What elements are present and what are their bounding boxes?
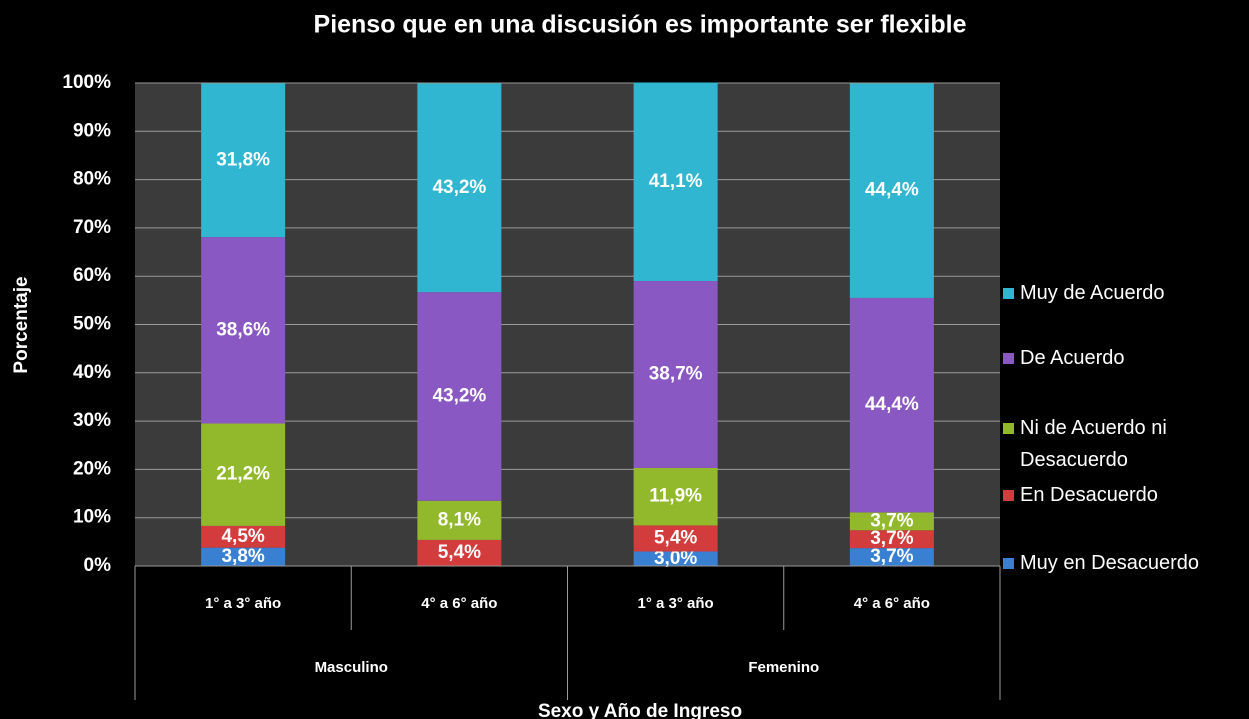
data-label: 5,4% [438,542,481,563]
data-label: 3,8% [221,546,264,567]
data-label: 44,4% [865,180,919,201]
bar-segment [633,551,718,566]
y-tick-label: 50% [73,314,111,335]
group-label: Femenino [748,659,819,676]
data-label: 43,2% [432,385,486,406]
legend-label: En Desacuerdo [1020,484,1158,506]
data-label: 11,9% [649,486,702,507]
x-tick-label: 1° a 3° año [205,595,281,612]
bar-segment [417,500,502,540]
bar-segment [849,297,934,513]
y-axis-title: Porcentaje [11,276,32,373]
x-tick-label: 1° a 3° año [638,595,714,612]
y-tick-label: 100% [62,72,111,93]
bar-segment [849,530,934,549]
y-tick-label: 20% [73,458,111,479]
bar-segment [201,237,286,424]
legend-label: De Acuerdo [1020,347,1125,369]
data-label: 21,2% [216,464,270,485]
bar-segment [201,83,286,238]
data-label: 31,8% [216,149,270,170]
legend-item: En Desacuerdo [1003,479,1243,511]
x-tick-label: 4° a 6° año [854,595,930,612]
data-label: 43,2% [432,177,486,198]
data-label: 3,7% [870,528,913,549]
bar-segment [201,423,286,526]
bar-segment [633,525,718,552]
legend-swatch [1003,558,1014,569]
legend-swatch [1003,423,1014,434]
x-axis-title: Sexo y Año de Ingreso [538,701,742,719]
y-tick-label: 40% [73,362,111,383]
data-label: 8,1% [438,509,481,530]
data-label: 3,0% [654,548,697,569]
bar-segment [201,525,286,548]
y-tick-label: 80% [73,169,111,190]
y-tick-label: 70% [73,217,111,238]
x-tick-label: 4° a 6° año [421,595,497,612]
y-tick-label: 90% [73,120,111,141]
bar-segment [849,83,934,298]
legend-item: De Acuerdo [1003,342,1243,374]
bar-segment [417,83,502,293]
data-label: 3,7% [870,510,913,531]
chart-title: Pienso que en una discusión es important… [314,11,967,39]
y-tick-label: 60% [73,265,111,286]
data-label: 4,5% [221,526,264,547]
legend-swatch [1003,490,1014,501]
data-label: 44,4% [865,394,919,415]
data-label: 3,7% [870,546,913,567]
legend-label: Muy de Acuerdo [1020,282,1165,304]
bar-segment [633,82,718,282]
bar-segment [849,512,934,531]
legend-label: Ni de Acuerdo ni Desacuerdo [1020,417,1167,471]
bar-segment [633,467,718,526]
legend-label: Muy en Desacuerdo [1020,552,1199,574]
legend-swatch [1003,288,1014,299]
bar-segment [417,292,502,501]
y-tick-label: 0% [84,555,112,576]
bar-segment [633,281,718,468]
y-tick-label: 10% [73,507,111,528]
legend-item: Muy en Desacuerdo [1003,547,1243,579]
group-label: Masculino [315,659,388,676]
data-label: 38,6% [216,319,270,340]
data-label: 5,4% [654,527,697,548]
data-label: 41,1% [649,171,703,192]
bar-segment [849,548,934,566]
data-label: 38,7% [649,364,703,385]
legend-item: Muy de Acuerdo [1003,277,1243,309]
legend-swatch [1003,353,1014,364]
y-tick-label: 30% [73,410,111,431]
legend-item: Ni de Acuerdo ni Desacuerdo [1003,412,1243,476]
bar-segment [201,547,286,566]
bar-segment [417,539,502,566]
